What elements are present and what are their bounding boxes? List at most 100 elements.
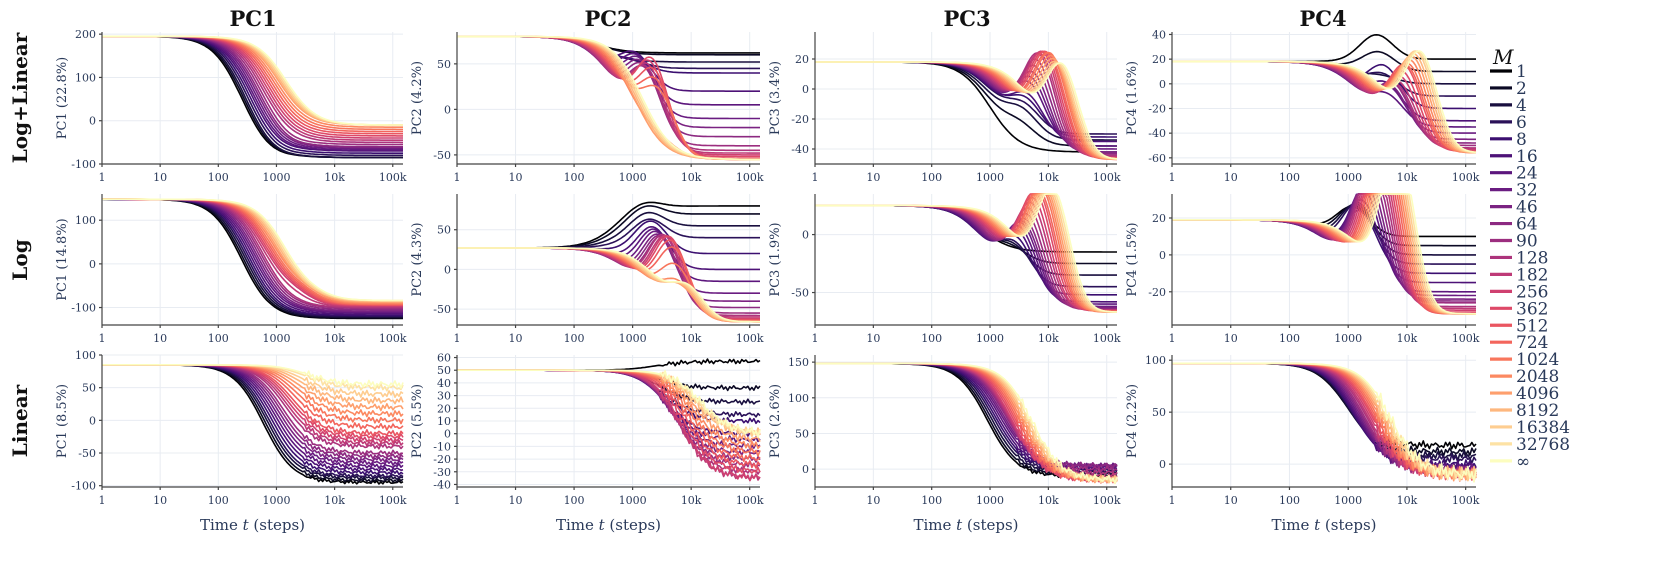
series-line-r1c1-m64 [457,234,760,309]
series-line-r1c1-m4096 [457,247,760,323]
x-tick-label: 1000 [976,171,1004,184]
series-line-r2c1-m4 [457,369,761,406]
series-line-r1c1-m2048 [457,247,760,323]
x-tick-label: 1000 [619,332,647,345]
y-tick-label: -100 [71,158,96,171]
legend-label: 16384 [1516,418,1570,438]
legend-label: 2048 [1516,367,1559,387]
series-line-r0c3-m∞ [1172,50,1477,153]
x-tick-label: 10k [681,332,702,345]
x-tick-label: 100 [921,171,942,184]
y-tick-label: 20 [1152,212,1166,225]
y-tick-label: -100 [71,302,96,315]
x-axis-label: Time t (steps) [556,516,661,534]
y-tick-label: 50 [795,427,809,440]
y-axis-label: PC3 (1.9%) [768,222,783,296]
legend-label: 6 [1516,113,1527,133]
legend-label: 90 [1516,232,1538,252]
y-axis-label: PC3 (3.4%) [768,61,783,135]
x-tick-label: 10 [509,494,523,507]
y-tick-label: 50 [82,382,96,395]
y-tick-label: 0 [444,428,451,441]
series-line-r1c3-m16 [1172,199,1476,284]
x-tick-label: 1000 [976,494,1004,507]
row-title-0: Log+Linear [8,32,32,163]
series-line-r0c2-m∞ [815,61,1118,160]
y-axis-label: PC4 (2.2%) [1125,384,1140,458]
legend-label: 24 [1516,164,1538,184]
legend-label: 512 [1516,316,1548,336]
x-tick-label: 1000 [1334,332,1362,345]
x-tick-label: 1000 [976,332,1004,345]
legend-label: 8192 [1516,401,1559,421]
y-tick-label: 30 [437,390,451,403]
y-tick-label: -60 [1148,152,1166,165]
x-tick-label: 100k [379,171,407,184]
y-axis-label: PC1 (8.5%) [55,384,70,458]
x-tick-label: 1 [1169,171,1176,184]
y-tick-label: 0 [1159,458,1166,471]
series-line-r2c1-m6 [457,369,761,418]
x-tick-label: 10 [1224,494,1238,507]
legend-label: 4096 [1516,384,1559,404]
legend-label: 362 [1516,299,1548,319]
y-axis-label: PC2 (5.5%) [410,384,425,458]
y-tick-label: 50 [437,224,451,237]
y-tick-label: -40 [791,143,809,156]
x-tick-label: 100 [1279,332,1300,345]
y-tick-label: -40 [1148,127,1166,140]
x-tick-label: 1 [812,494,819,507]
y-axis-label: PC4 (1.5%) [1125,222,1140,296]
x-axis-label-suffix: (steps) [962,516,1018,534]
x-tick-label: 10k [324,171,345,184]
series-line-r2c1-m2048 [457,369,761,450]
x-tick-label: 100k [736,332,764,345]
x-axis-label-variable: t [599,516,606,534]
x-tick-label: 10k [1397,171,1418,184]
legend-label: 46 [1516,198,1538,218]
y-tick-label: 0 [444,103,451,116]
legend-label: 256 [1516,282,1548,302]
legend-label: 32 [1516,181,1538,201]
y-tick-label: 40 [437,377,451,390]
y-tick-label: 0 [802,83,809,96]
x-tick-label: 1 [454,494,461,507]
series-line-r1c3-m32768 [1172,193,1477,315]
y-tick-label: 100 [788,392,809,405]
x-axis-label-prefix: Time [556,516,599,534]
series-line-r1c1-m128 [457,233,760,317]
x-tick-label: 10k [1038,494,1059,507]
x-axis-label-suffix: (steps) [1320,516,1376,534]
y-tick-label: -50 [78,447,96,460]
x-tick-label: 1000 [619,494,647,507]
x-axis-label-variable: t [956,516,963,534]
x-tick-label: 10 [866,171,880,184]
y-tick-label: -50 [791,287,809,300]
y-axis-label: PC1 (22.8%) [55,57,70,140]
y-tick-label: -20 [1148,286,1166,299]
y-tick-label: 20 [795,53,809,66]
y-tick-label: 0 [89,414,96,427]
series-line-r1c1-m6 [457,218,760,249]
legend-title: M [1492,45,1514,69]
series-line-r1c3-m64 [1172,193,1476,302]
y-tick-label: 150 [788,356,809,369]
series-line-r1c1-m2 [457,205,760,249]
x-tick-label: 100 [564,494,585,507]
y-tick-label: -20 [1148,102,1166,115]
y-tick-label: 20 [1152,53,1166,66]
x-tick-label: 100 [208,494,229,507]
series-line-r1c3-m90 [1172,193,1476,304]
y-tick-label: -20 [791,113,809,126]
x-tick-label: 10k [681,171,702,184]
x-tick-label: 10k [324,332,345,345]
y-tick-label: 0 [802,229,809,242]
series-line-r2c2-m4 [815,362,1118,476]
x-tick-label: 100k [1093,494,1121,507]
x-tick-label: 1000 [262,332,290,345]
x-tick-label: 1000 [619,171,647,184]
x-tick-label: 1000 [1334,171,1362,184]
legend-label: ∞ [1516,452,1530,472]
y-tick-label: -50 [433,149,451,162]
y-tick-label: 100 [75,71,96,84]
